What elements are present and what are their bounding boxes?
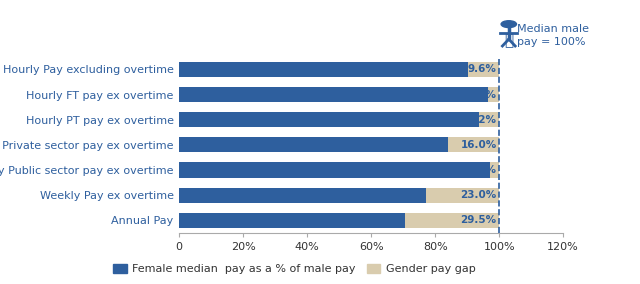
Text: 3.5%: 3.5% xyxy=(468,89,497,99)
Text: 16.0%: 16.0% xyxy=(460,140,497,150)
Text: 🚶: 🚶 xyxy=(504,33,513,48)
Text: 3.0%: 3.0% xyxy=(468,165,497,175)
Bar xyxy=(448,137,499,153)
Bar xyxy=(179,137,448,153)
Legend: Female median  pay as a % of male pay, Gender pay gap: Female median pay as a % of male pay, Ge… xyxy=(109,259,480,278)
Bar xyxy=(426,188,499,203)
Bar xyxy=(405,213,499,228)
Bar xyxy=(488,87,499,102)
Bar xyxy=(490,162,499,178)
Bar xyxy=(179,213,405,228)
Bar xyxy=(179,62,468,77)
Text: 6.2%: 6.2% xyxy=(468,115,497,125)
Bar xyxy=(179,112,479,127)
Bar xyxy=(479,112,499,127)
Bar xyxy=(468,62,499,77)
Text: ⭐: ⭐ xyxy=(515,33,516,35)
Text: 9.6%: 9.6% xyxy=(468,64,497,74)
Bar xyxy=(179,162,490,178)
Bar xyxy=(179,87,488,102)
Text: 23.0%: 23.0% xyxy=(460,190,497,200)
Bar xyxy=(179,188,426,203)
Text: Median male
pay = 100%: Median male pay = 100% xyxy=(517,24,589,47)
Text: 29.5%: 29.5% xyxy=(461,215,497,225)
